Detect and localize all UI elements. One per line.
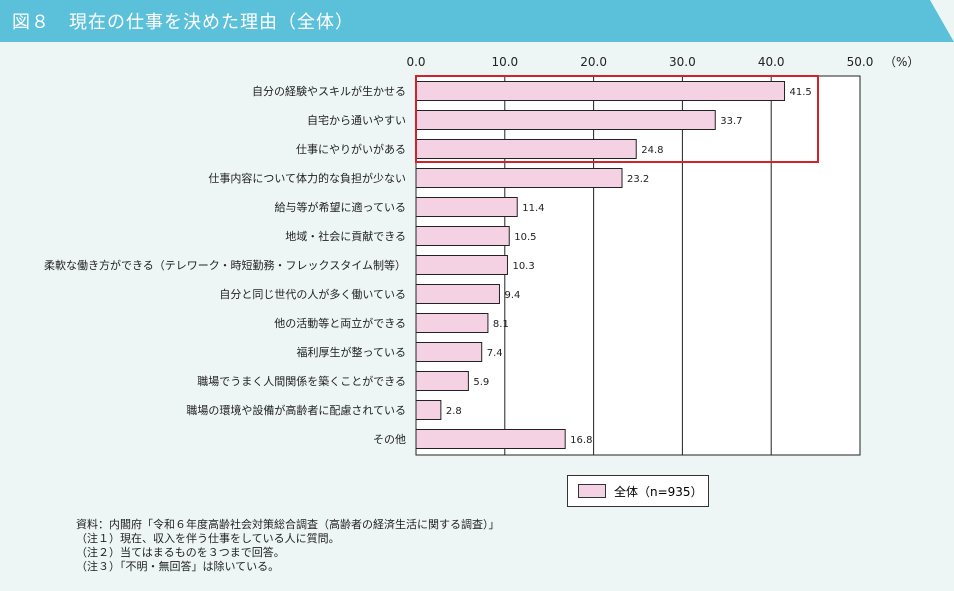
category-label: 職場でうまく人間関係を築くことができる <box>197 374 406 388</box>
bar <box>415 139 637 159</box>
note-2: （注２）当てはまるものを３つまで回答。 <box>76 546 285 559</box>
data-label: 41.5 <box>790 87 812 98</box>
notes: 資料：内閣府「令和６年度高齢社会対策総合調査（高齢者の経済生活に関する調査）」 … <box>76 518 500 574</box>
category-label: その他 <box>373 433 406 446</box>
bar <box>415 226 510 246</box>
category-label: 給与等が希望に適っている <box>275 200 406 214</box>
bar <box>415 81 786 101</box>
note-1: （注１）現在、収入を伴う仕事をしている人に質問。 <box>76 532 340 545</box>
category-label: 他の活動等と両立ができる <box>274 316 406 330</box>
category-label: 仕事内容について体力的な負担が少ない <box>208 171 406 185</box>
category-label: 自宅から通いやすい <box>307 113 406 127</box>
bar <box>415 342 483 362</box>
data-label: 10.3 <box>512 261 534 272</box>
note-3: （注３）「不明・無回答」は除いている。 <box>76 560 280 573</box>
highlight-box <box>415 75 819 163</box>
data-label: 24.8 <box>641 145 663 156</box>
category-label: 職場の環境や設備が高齢者に配慮されている <box>186 403 406 417</box>
legend-label: 全体（n=935） <box>614 484 703 499</box>
bar-chart: 0.0 10.0 20.0 30.0 40.0 50.0 （%） 41.5 自分の経験やスキルが… <box>44 55 919 456</box>
bar <box>415 313 489 333</box>
figure-title: 図８ 現在の仕事を決めた理由（全体） <box>12 12 354 33</box>
header-banner <box>0 0 954 42</box>
category-label: 福利厚生が整っている <box>297 345 406 359</box>
category-label: 自分と同じ世代の人が多く働いている <box>219 287 406 301</box>
x-tick-label: 10.0 <box>491 55 518 69</box>
data-label: 33.7 <box>720 116 742 127</box>
x-tick-label: 0.0 <box>406 55 425 69</box>
bar <box>415 429 566 449</box>
x-tick-label: 40.0 <box>758 55 785 69</box>
legend: 全体（n=935） <box>567 475 709 507</box>
source-note: 資料：内閣府「令和６年度高齢社会対策総合調査（高齢者の経済生活に関する調査）」 <box>76 518 500 531</box>
category-label: 地域・社会に貢献できる <box>285 229 406 243</box>
bar <box>415 400 442 420</box>
x-tick-label: 20.0 <box>580 55 607 69</box>
data-label: 23.2 <box>627 174 649 185</box>
data-label: 7.4 <box>487 348 503 359</box>
bar <box>415 284 500 304</box>
bar <box>415 168 623 188</box>
x-tick-label: 50.0 <box>847 55 874 69</box>
category-label: 柔軟な働き方ができる（テレワーク・時短勤務・フレックスタイム制等） <box>44 258 406 272</box>
category-label: 仕事にやりがいがある <box>296 142 406 156</box>
data-label: 10.5 <box>514 232 536 243</box>
bar <box>415 197 518 217</box>
category-label: 自分の経験やスキルが生かせる <box>252 84 406 98</box>
data-label: 8.1 <box>493 319 509 330</box>
bar <box>415 371 469 391</box>
data-label: 2.8 <box>446 406 462 417</box>
data-label: 11.4 <box>522 203 544 214</box>
data-label: 5.9 <box>473 377 489 388</box>
bar <box>415 255 508 275</box>
x-tick-label: 30.0 <box>669 55 696 69</box>
unit-label: （%） <box>884 55 919 69</box>
bar <box>415 110 716 130</box>
data-label: 16.8 <box>570 435 592 446</box>
data-label: 9.4 <box>504 290 520 301</box>
legend-swatch <box>578 484 606 498</box>
